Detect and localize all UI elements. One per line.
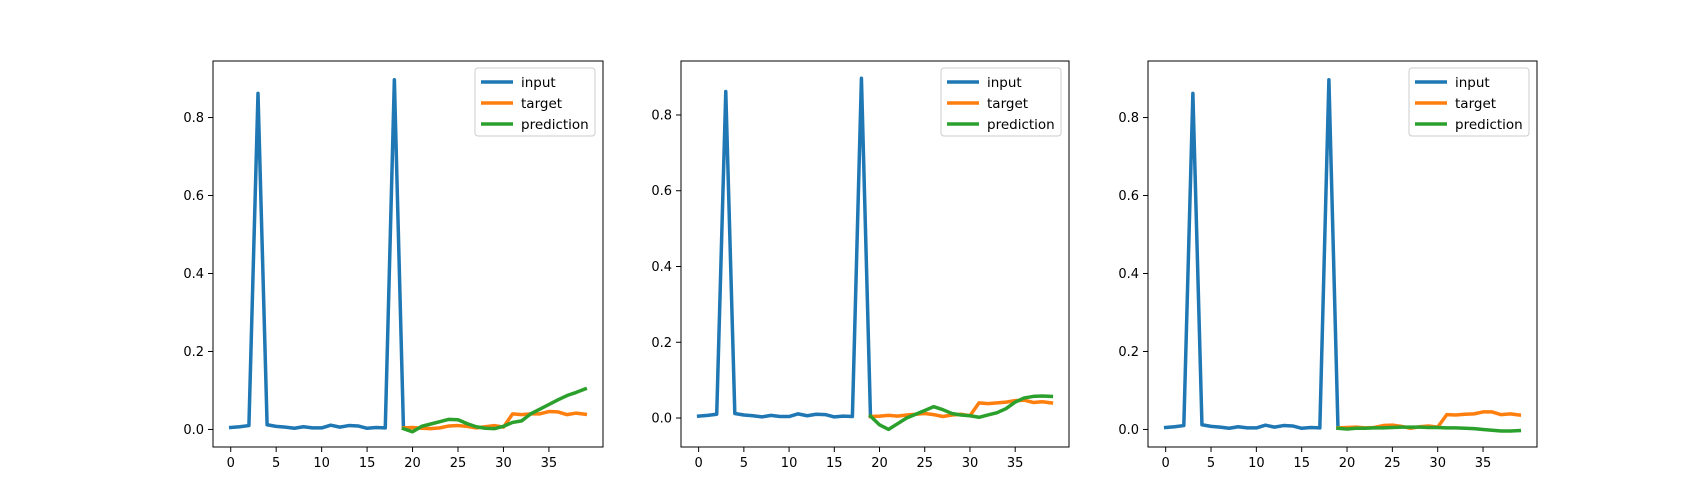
x-tick-label: 25: [1384, 456, 1401, 471]
x-tick-label: 10: [781, 456, 798, 471]
x-tick-label: 5: [740, 456, 748, 471]
y-tick-label: 0.8: [1118, 111, 1139, 126]
series-line-prediction: [401, 386, 588, 434]
legend-label-target: target: [987, 96, 1028, 112]
series-line-prediction: [1336, 425, 1522, 433]
axes-frame: [680, 60, 1070, 448]
y-tick-label: 0.6: [183, 189, 204, 204]
legend-box: [1408, 67, 1530, 137]
chart-panel-3: 0 5 10 15 20 25 30 35 0.0 0.2 0.4 0.6 0.8 input target…: [1118, 60, 1538, 471]
legend: input target prediction: [1408, 67, 1530, 137]
series-line-target: [401, 409, 588, 431]
axes-frame: [1147, 60, 1538, 448]
axes-frame: [212, 60, 604, 448]
y-tick-label: 0.4: [651, 260, 672, 275]
legend-box: [474, 67, 596, 137]
x-tick-label: 20: [404, 456, 421, 471]
chart-panel-2: 0 5 10 15 20 25 30 35 0.0 0.2 0.4 0.6 0.8 input target…: [651, 60, 1070, 471]
legend-label-prediction: prediction: [987, 117, 1055, 133]
y-tick-label: 0.2: [1118, 345, 1139, 360]
x-tick-label: 35: [541, 456, 558, 471]
legend-box: [940, 67, 1062, 137]
legend-label-target: target: [1455, 96, 1496, 112]
legend-label-target: target: [521, 96, 562, 112]
series-line-input: [1163, 77, 1340, 431]
x-tick-label: 20: [871, 456, 888, 471]
legend-label-input: input: [521, 75, 556, 91]
x-tick-label: 5: [272, 456, 280, 471]
y-tick-label: 0.6: [651, 184, 672, 199]
series-line-prediction: [868, 394, 1054, 432]
x-tick-label: 15: [359, 456, 376, 471]
x-tick-label: 35: [1475, 456, 1492, 471]
y-tick-label: 0.2: [183, 345, 204, 360]
y-tick-label: 0.6: [1118, 189, 1139, 204]
x-tick-label: 0: [694, 456, 702, 471]
legend: input target prediction: [940, 67, 1062, 137]
chart-panel-1: 0 5 10 15 20 25 30 35 0.0 0.2 0.4 0.6 0.8 input target…: [183, 60, 604, 471]
series-line-input: [228, 77, 406, 431]
y-tick-label: 0.8: [651, 108, 672, 123]
x-tick-label: 15: [826, 456, 843, 471]
legend: input target prediction: [474, 67, 596, 137]
x-tick-label: 0: [1162, 456, 1170, 471]
x-tick-label: 30: [1429, 456, 1446, 471]
x-tick-label: 25: [450, 456, 467, 471]
series-line-input: [696, 76, 873, 419]
y-tick-label: 0.2: [651, 336, 672, 351]
legend-label-prediction: prediction: [521, 117, 589, 133]
y-tick-label: 0.0: [183, 423, 204, 438]
x-tick-label: 5: [1207, 456, 1215, 471]
x-tick-label: 25: [916, 456, 933, 471]
x-tick-label: 35: [1007, 456, 1024, 471]
legend-label-input: input: [1455, 75, 1490, 91]
x-tick-label: 20: [1339, 456, 1356, 471]
x-tick-label: 0: [227, 456, 235, 471]
y-tick-label: 0.0: [1118, 423, 1139, 438]
y-tick-label: 0.4: [1118, 267, 1139, 282]
y-tick-label: 0.4: [183, 267, 204, 282]
x-tick-label: 15: [1293, 456, 1310, 471]
y-tick-label: 0.8: [183, 111, 204, 126]
x-tick-label: 30: [495, 456, 512, 471]
y-tick-label: 0.0: [651, 412, 672, 427]
x-tick-label: 10: [1248, 456, 1265, 471]
x-tick-label: 30: [962, 456, 979, 471]
legend-label-input: input: [987, 75, 1022, 91]
legend-label-prediction: prediction: [1455, 117, 1523, 133]
x-tick-label: 10: [313, 456, 330, 471]
